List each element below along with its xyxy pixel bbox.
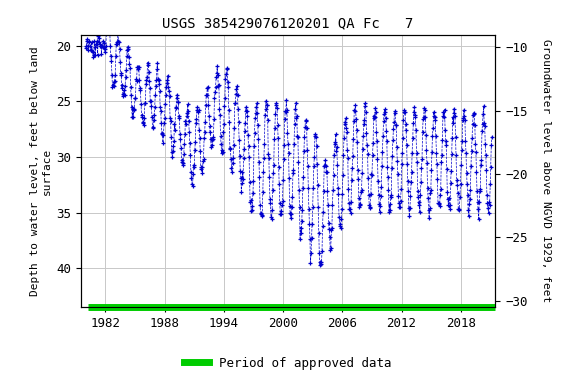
- Y-axis label: Depth to water level, feet below land
surface: Depth to water level, feet below land su…: [30, 46, 52, 296]
- Legend: Period of approved data: Period of approved data: [179, 352, 397, 375]
- Y-axis label: Groundwater level above NGVD 1929, feet: Groundwater level above NGVD 1929, feet: [541, 39, 551, 303]
- Title: USGS 385429076120201 QA Fc   7: USGS 385429076120201 QA Fc 7: [162, 17, 414, 31]
